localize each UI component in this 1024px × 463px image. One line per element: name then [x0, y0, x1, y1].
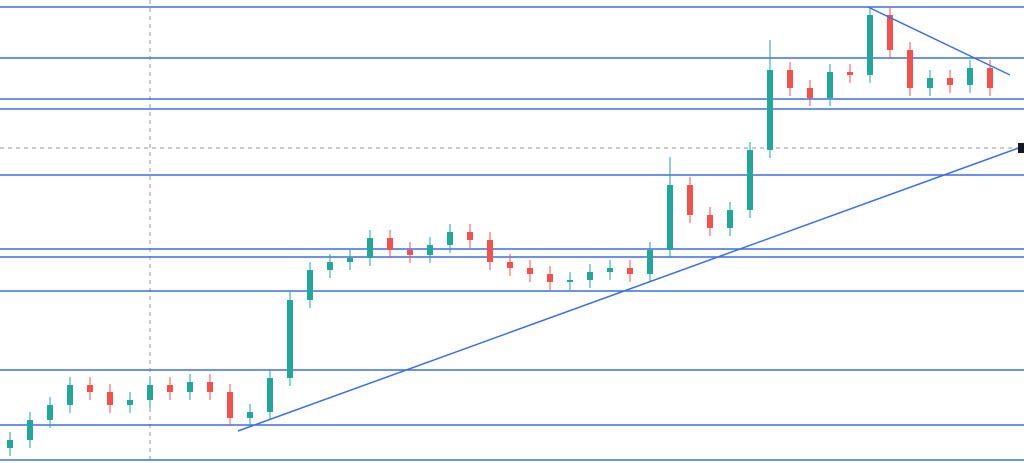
candle-body [587, 272, 593, 280]
candle-body [267, 378, 273, 412]
candle-body [507, 262, 513, 268]
candle-body [947, 78, 953, 85]
candle-body [327, 262, 333, 270]
candle-body [167, 385, 173, 392]
candle-body [387, 238, 393, 250]
candle-body [307, 270, 313, 300]
candle-body [767, 70, 773, 150]
candle-body [7, 440, 13, 448]
candle-body [227, 392, 233, 418]
candle-body [67, 385, 73, 405]
candle-body [787, 70, 793, 88]
candle-body [747, 150, 753, 210]
trendline [237, 145, 1024, 432]
candle-body [27, 420, 33, 440]
candle-body [627, 268, 633, 274]
candle-body [547, 274, 553, 282]
trendline [867, 6, 1011, 76]
candle-body [467, 232, 473, 240]
candle-body [567, 280, 573, 282]
candle-body [427, 245, 433, 255]
candle-body [847, 72, 853, 75]
candle-body [967, 68, 973, 85]
candle-body [807, 88, 813, 98]
candle-body [247, 412, 253, 418]
candle-body [907, 50, 913, 88]
price-marker [1018, 143, 1024, 153]
candle-body [87, 385, 93, 392]
candle-body [107, 392, 113, 405]
candle-body [707, 215, 713, 228]
candle-body [887, 15, 893, 50]
candle-body [407, 250, 413, 255]
candle-body [867, 15, 873, 75]
candle-body [287, 300, 293, 378]
candle-body [147, 385, 153, 400]
candle-body [607, 268, 613, 272]
candle-body [47, 405, 53, 420]
candle-body [447, 232, 453, 245]
candle-body [667, 185, 673, 250]
candle-body [647, 250, 653, 274]
candle-body [127, 400, 133, 405]
candle-body [827, 72, 833, 98]
candle-body [487, 240, 493, 262]
candle-body [927, 78, 933, 88]
candle-body [187, 382, 193, 392]
candle-body [347, 258, 353, 262]
candle-body [367, 238, 373, 258]
candle-body [207, 382, 213, 392]
candle-body [727, 210, 733, 228]
candle-body [527, 268, 533, 274]
candle-body [987, 68, 993, 88]
candle-body [687, 185, 693, 215]
